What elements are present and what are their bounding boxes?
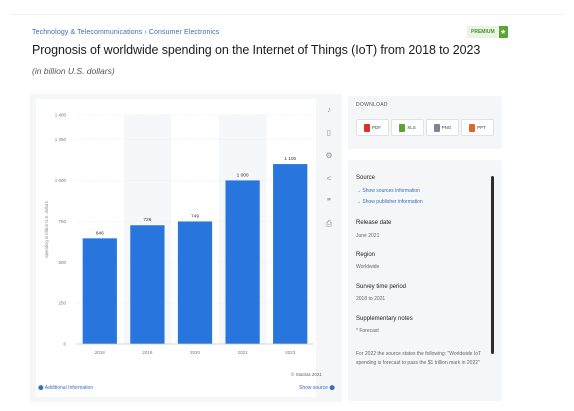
y-axis-label: Spending in billion U.S. dollars	[44, 201, 49, 258]
x-tick-label: 2021	[238, 350, 249, 355]
copyright-text: © Statista 2021	[291, 372, 322, 377]
download-button-label: XLS	[407, 125, 416, 130]
y-tick-label: 1 400	[55, 113, 67, 118]
region-label: Region	[356, 252, 376, 258]
y-tick-label: 500	[58, 260, 66, 265]
info-panel	[348, 160, 502, 401]
download-title: DOWNLOAD	[356, 102, 388, 108]
download-ppt-button[interactable]: PPT	[461, 119, 494, 136]
star-icon: ★	[498, 26, 508, 38]
show-sources-link[interactable]: → Show sources information	[356, 188, 420, 194]
premium-label: PREMIUM	[467, 26, 499, 38]
data-label: 646	[96, 230, 104, 236]
page-subtitle: (in billion U.S. dollars)	[32, 66, 115, 76]
x-tick-label: 2020	[190, 350, 201, 355]
survey-period-label: Survey time period	[356, 284, 407, 290]
info-icon: ⬤	[329, 385, 335, 391]
download-png-button[interactable]: PNG	[426, 119, 459, 136]
pdf-icon	[364, 123, 370, 132]
data-label: 726	[143, 217, 151, 223]
premium-badge: PREMIUM ★	[467, 26, 508, 38]
x-tick-label: 2019	[142, 350, 153, 355]
data-label: 1 100	[284, 156, 296, 162]
survey-period-value: 2018 to 2021	[356, 296, 386, 302]
download-xls-button[interactable]: XLS	[391, 119, 424, 136]
supplementary-notes-value: * Forecast	[356, 328, 379, 334]
data-label: 1 000	[237, 172, 249, 178]
bar	[177, 221, 213, 344]
forecast-note: For 2022 the source states the following…	[356, 351, 481, 366]
supplementary-notes-label: Supplementary notes	[356, 316, 413, 322]
show-publisher-link[interactable]: → Show publisher information	[356, 199, 423, 205]
quote-icon[interactable]: ❞	[326, 196, 332, 206]
data-label: 749	[191, 213, 199, 219]
y-tick-label: 750	[58, 219, 66, 224]
download-pdf-button[interactable]: PDF	[356, 119, 389, 136]
x-tick-label: 2023	[285, 350, 296, 355]
info-icon: ⬤	[38, 385, 44, 391]
source-label: Source	[356, 175, 376, 181]
y-tick-label: 1 250	[55, 137, 67, 142]
chart-toolbar: ♪ ▯ ⚙ < ❞ ⎙	[322, 101, 336, 239]
bar	[130, 225, 165, 344]
show-source-label: Show source	[299, 385, 328, 391]
download-button-label: PDF	[372, 125, 381, 130]
xls-icon	[399, 123, 406, 132]
top-divider	[10, 14, 564, 15]
ppt-icon	[469, 123, 476, 132]
print-icon[interactable]: ⎙	[325, 219, 333, 228]
settings-icon[interactable]: ⚙	[325, 150, 333, 160]
breadcrumb[interactable]: Technology & Telecommunications › Consum…	[32, 29, 220, 36]
y-tick-label: 0	[63, 342, 66, 347]
png-icon	[433, 123, 440, 132]
page-title: Prognosis of worldwide spending on the I…	[32, 43, 481, 57]
bar-chart: 0 250 500 750 1 000 1 250 1 400 Spending in bil…	[44, 113, 314, 355]
release-date-label: Release date	[356, 220, 392, 226]
additional-info-link[interactable]: ⬤ Additional Information	[38, 385, 93, 391]
download-button-label: PPT	[477, 125, 486, 130]
y-tick-label: 1 000	[55, 178, 67, 183]
region-value: Worldwide	[356, 264, 380, 270]
release-date-value: June 2021	[356, 233, 380, 239]
bar	[82, 238, 117, 344]
info-scrollbar[interactable]	[491, 176, 494, 354]
x-tick-label: 2018	[95, 350, 106, 355]
bar	[273, 164, 308, 344]
y-tick-label: 250	[58, 301, 66, 306]
share-icon[interactable]: <	[326, 173, 332, 183]
additional-info-label: Additional Information	[44, 385, 94, 391]
download-button-label: PNG	[441, 125, 452, 130]
bell-icon[interactable]: ♪	[327, 104, 331, 114]
show-source-link[interactable]: Show source ⬤	[299, 385, 335, 391]
bar	[225, 180, 260, 344]
bookmark-icon[interactable]: ▯	[326, 127, 332, 137]
